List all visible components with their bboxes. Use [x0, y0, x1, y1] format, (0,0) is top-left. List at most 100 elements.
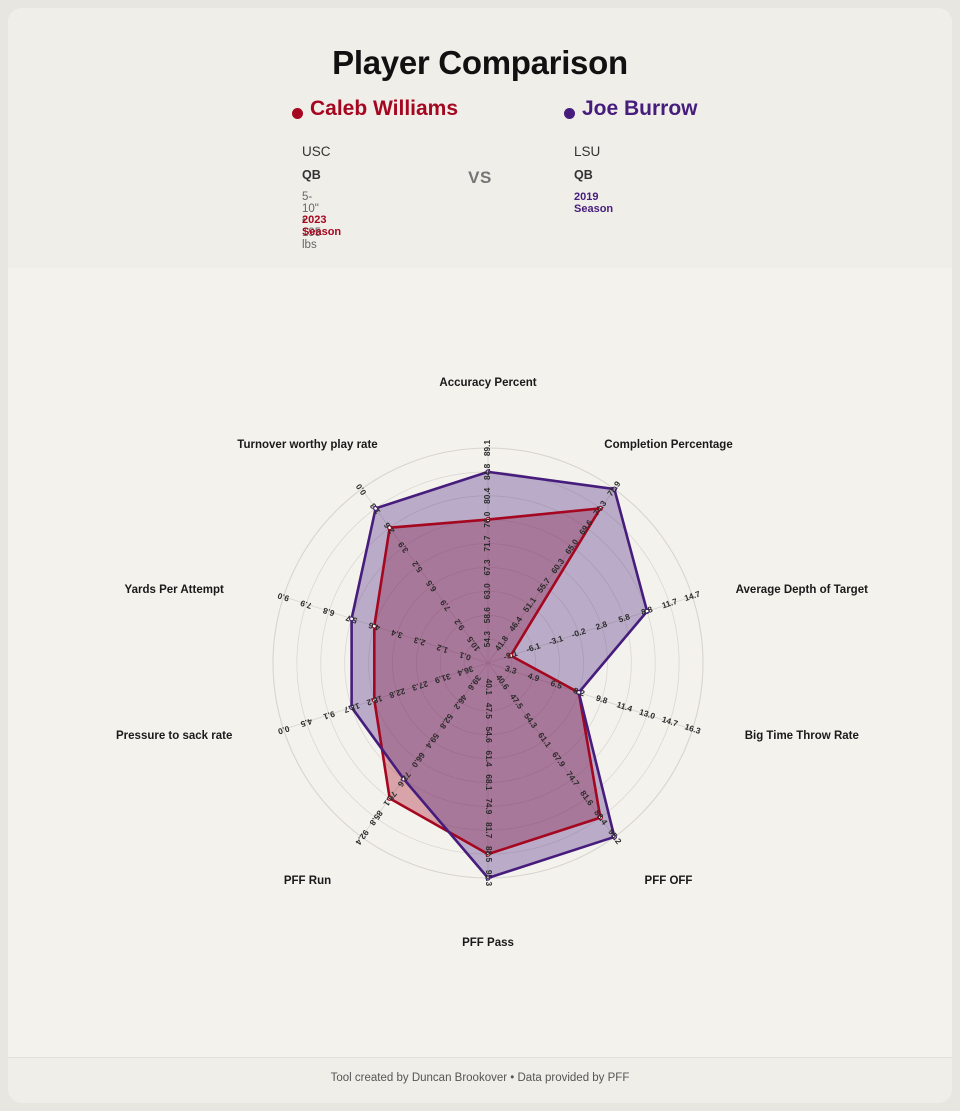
axis-tick-label: 0.0: [276, 724, 290, 737]
series-point[interactable]: [485, 469, 491, 475]
axis-title-turnover-worthy-play-rate: Turnover worthy play rate: [237, 438, 378, 451]
player-measurements-left: 5-10" • 195 lbs: [302, 191, 322, 251]
axis-tick-label: 40.1: [484, 679, 494, 696]
axis-tick-label: 11.7: [660, 596, 678, 610]
series-area-2: [351, 471, 648, 878]
axis-tick-label: -6.1: [525, 640, 542, 654]
axis-title-pff-off: PFF OFF: [644, 875, 693, 888]
axis-spoke: [361, 662, 489, 838]
axis-spoke: [487, 596, 693, 664]
series-point[interactable]: [485, 875, 491, 881]
axis-tick-label: 3.3: [504, 663, 518, 676]
axis-tick-label: 27.3: [411, 679, 430, 694]
series-point[interactable]: [644, 608, 650, 614]
axis-tick-label: 9.0: [276, 591, 290, 604]
axis-tick-label: 5.7: [344, 613, 358, 626]
series-point[interactable]: [349, 616, 355, 622]
axis-tick-label: 3.4: [389, 628, 403, 641]
axis-tick-label: 14.7: [683, 588, 702, 603]
player-team-right: LSU: [574, 144, 601, 159]
series-point[interactable]: [485, 516, 491, 523]
header: Player Comparison Caleb Williams USC QB …: [8, 8, 952, 268]
series-point[interactable]: [373, 505, 379, 511]
axis-tick-label: 9.8: [595, 693, 609, 706]
axis-tick-label: 76.0: [482, 511, 492, 528]
series-area-1: [374, 508, 601, 855]
player-team-left: USC: [302, 144, 331, 159]
series-point[interactable]: [371, 623, 377, 629]
axis-title-yards-per-attempt: Yards Per Attempt: [124, 584, 224, 597]
axis-tick-label: 88.5: [484, 846, 494, 863]
axis-tick-label: -0.2: [570, 626, 587, 640]
axis-tick-label: 78.9: [605, 479, 623, 498]
axis-tick-label: 16.3: [684, 721, 703, 736]
axis-tick-label: 74.9: [484, 798, 494, 815]
axis-tick-label: -3.1: [548, 633, 565, 647]
axis-tick-label: 80.4: [482, 487, 492, 504]
axis-tick-label: 71.7: [482, 535, 492, 552]
axis-spoke: [487, 662, 615, 838]
axis-tick-label: 68.1: [484, 774, 494, 791]
axis-tick-label: 8.8: [640, 604, 654, 617]
axis-tick-label: 13.7: [342, 701, 361, 716]
series-point[interactable]: [508, 653, 514, 659]
axis-spoke: [283, 662, 489, 730]
series-point[interactable]: [597, 505, 603, 511]
player-color-dot-left: [292, 108, 303, 119]
series-point[interactable]: [387, 795, 393, 801]
player-comparison-app: Player Comparison Caleb Williams USC QB …: [8, 8, 952, 1103]
axis-tick-label: 4.9: [527, 670, 541, 683]
axis-tick-label: 2.3: [412, 635, 426, 648]
series-point[interactable]: [611, 486, 617, 492]
axis-tick-label: 54.6: [484, 727, 494, 744]
series-point[interactable]: [349, 704, 355, 710]
axis-tick-label: 84.8: [482, 463, 492, 480]
axis-title-completion-percentage: Completion Percentage: [604, 438, 733, 451]
axis-tick-label: -9.1: [502, 648, 519, 662]
axis-tick-label: 54.3: [482, 631, 492, 648]
axis-title-pff-pass: PFF Pass: [462, 937, 514, 949]
series-point[interactable]: [611, 834, 617, 840]
axis-title-big-time-throw-rate: Big Time Throw Rate: [744, 729, 859, 742]
axis-tick-label: 61.4: [484, 750, 494, 767]
axis-tick-label: 18.2: [365, 693, 384, 708]
page-title: Player Comparison: [332, 44, 628, 81]
axis-tick-label: 81.7: [484, 822, 494, 839]
axis-tick-label: 58.6: [482, 607, 492, 624]
axis-title-pff-run: PFF Run: [283, 875, 332, 888]
axis-tick-label: 9.1: [322, 709, 336, 722]
axis-tick-label: 92.4: [353, 828, 371, 847]
axis-spoke: [487, 662, 693, 730]
series-point[interactable]: [401, 776, 407, 782]
series-point[interactable]: [576, 689, 582, 696]
axis-tick-label: 67.3: [482, 559, 492, 576]
axis-tick-label: 63.0: [482, 583, 492, 600]
series-point[interactable]: [371, 697, 377, 703]
series-point[interactable]: [485, 851, 491, 857]
footer-credit: Tool created by Duncan Brookover • Data …: [330, 1072, 630, 1084]
player-position-left: QB: [302, 168, 321, 182]
axis-tick-label: 22.8: [388, 686, 407, 701]
axis-spoke: [283, 596, 489, 664]
axis-tick-label: 11.4: [616, 699, 634, 713]
axis-tick-label: 8.2: [572, 685, 586, 698]
player-name-left: Caleb Williams: [310, 97, 459, 120]
player-season-left: 2023 Season: [302, 214, 342, 238]
player-color-dot-right: [564, 108, 575, 119]
footer: Tool created by Duncan Brookover • Data …: [8, 1057, 952, 1103]
axis-title-average-depth-of-target: Average Depth of Target: [735, 584, 868, 597]
axis-tick-label: 36.4: [456, 664, 475, 679]
series-point[interactable]: [597, 815, 603, 821]
axis-tick-label: 89.1: [482, 440, 492, 457]
axis-spoke: [361, 488, 489, 664]
axis-tick-label: 95.3: [484, 870, 494, 887]
axis-tick-label: 7.9: [299, 598, 313, 611]
axis-tick-label: 6.5: [549, 678, 563, 691]
axis-tick-label: 4.5: [299, 716, 313, 729]
radar-chart-container: 54.3 58.6 63.0 67.3 71.7 76.0 80.4 84.8 89.1 41.8…: [8, 268, 952, 1078]
series-point[interactable]: [387, 525, 393, 531]
axis-tick-label: 47.5: [484, 703, 494, 720]
player-position-right: QB: [574, 168, 593, 182]
axis-tick-label: 2.8: [594, 619, 608, 632]
radar-chart: 54.358.663.067.371.776.080.484.889.141.8…: [272, 440, 704, 887]
